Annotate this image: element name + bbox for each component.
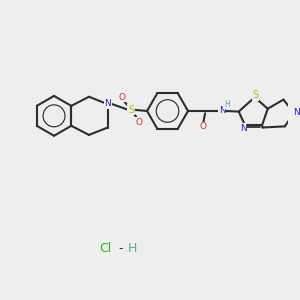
Text: N: N [219, 106, 226, 116]
Text: H: H [224, 100, 230, 109]
Text: H: H [128, 242, 137, 255]
Text: S: S [253, 90, 259, 100]
Text: N: N [104, 99, 111, 108]
Text: O: O [118, 93, 125, 102]
Text: N: N [240, 124, 247, 133]
Text: Cl: Cl [99, 242, 111, 255]
Text: S: S [128, 105, 134, 115]
Text: O: O [136, 118, 142, 127]
Text: O: O [199, 122, 206, 131]
Text: N: N [293, 109, 300, 118]
Text: -: - [119, 242, 123, 255]
